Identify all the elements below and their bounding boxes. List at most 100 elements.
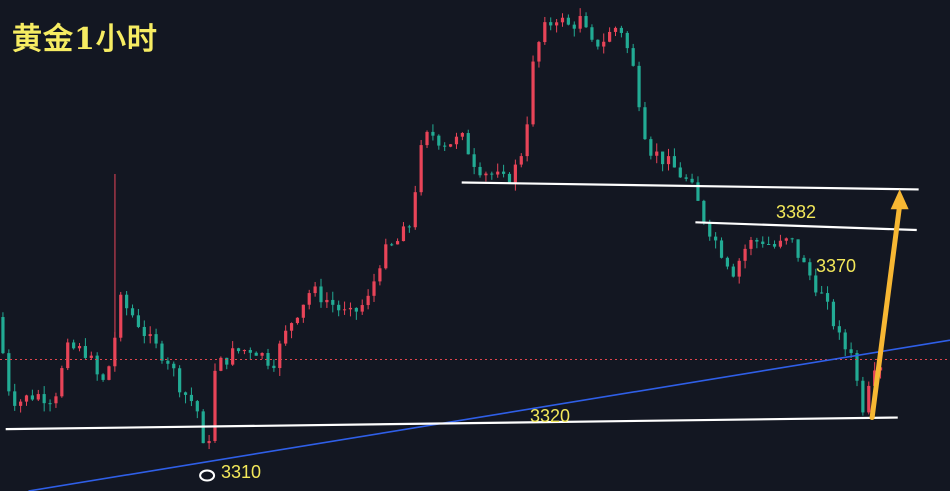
candle-body: [443, 145, 447, 147]
candle-body: [837, 326, 841, 333]
candle-body: [1, 317, 5, 354]
candle-body: [784, 238, 788, 241]
candle-body: [637, 65, 641, 108]
candle-body: [696, 182, 700, 201]
candle-body: [448, 144, 453, 147]
candle-body: [684, 177, 688, 179]
candle-body: [513, 164, 517, 183]
low-marker-circle: [199, 469, 216, 482]
candle-body: [183, 392, 188, 395]
candle-body: [690, 178, 694, 183]
candle-body: [755, 239, 759, 242]
level-line-3382: [461, 181, 919, 191]
candle-body: [849, 349, 853, 354]
candle-body: [219, 357, 223, 371]
candle-body: [384, 244, 388, 269]
candle-body: [613, 27, 618, 32]
candle-body: [560, 17, 565, 23]
candle-body: [7, 353, 11, 392]
candle-body: [66, 342, 70, 369]
candle-body: [166, 360, 170, 364]
candle-body: [413, 192, 417, 228]
candle-body: [702, 200, 706, 222]
candlestick-series: [1, 8, 883, 450]
candle-body: [101, 374, 105, 380]
candle-body: [313, 286, 317, 294]
candle-body: [30, 395, 34, 400]
candle-body: [825, 293, 830, 302]
candle-body: [172, 363, 176, 369]
candle-body: [778, 240, 783, 247]
candle-body: [395, 241, 400, 245]
candle-body: [207, 440, 211, 444]
candle-body: [289, 323, 294, 331]
candle-body: [543, 22, 547, 43]
candle-body: [354, 307, 358, 312]
level-label-3320: 3320: [530, 406, 571, 426]
candle-body: [437, 135, 441, 146]
candle-body: [472, 154, 476, 167]
candle-body: [89, 355, 93, 358]
candle-body: [148, 334, 152, 337]
candle-body: [301, 304, 305, 318]
candle-body: [83, 346, 88, 358]
candle-body: [154, 334, 158, 344]
candle-body: [248, 349, 252, 353]
candle-body: [590, 27, 594, 40]
candle-body: [507, 173, 512, 183]
candle-body: [855, 353, 859, 381]
projection-arrow-head: [890, 189, 909, 210]
candle-body: [478, 166, 482, 176]
candle-body: [460, 133, 464, 137]
candle-body: [549, 22, 553, 26]
candle-body: [714, 236, 718, 241]
candle-body: [360, 305, 364, 312]
candle-body: [178, 368, 182, 393]
candle-body: [342, 309, 347, 311]
candle-body: [431, 131, 435, 136]
candle-body: [655, 151, 659, 156]
candle-body: [254, 352, 258, 356]
candle-body: [295, 317, 300, 324]
candle-body: [242, 349, 247, 352]
candle-body: [213, 370, 217, 441]
candle-body: [566, 17, 570, 25]
candle-body: [77, 346, 82, 349]
projection-arrow-shaft: [869, 202, 903, 421]
candle-body: [54, 396, 58, 404]
candle-body: [643, 107, 647, 140]
candle-body: [843, 332, 847, 350]
candle-body: [125, 294, 129, 309]
candle-body: [160, 343, 164, 361]
candle-body: [725, 257, 730, 267]
candle-body: [236, 348, 241, 352]
level-line-3320: [5, 416, 898, 431]
candle-body: [348, 307, 353, 310]
candle-body: [407, 226, 411, 228]
candle-body: [278, 343, 282, 369]
candle-body: [307, 293, 311, 305]
candle-body: [225, 357, 229, 365]
candle-body: [501, 171, 506, 174]
candle-body: [531, 61, 535, 125]
candle-body: [366, 295, 370, 306]
candle-body: [454, 136, 459, 145]
candle-body: [24, 395, 29, 402]
candle-body: [136, 315, 141, 327]
candle-body: [820, 292, 824, 294]
candle-body: [608, 31, 612, 42]
candle-body: [419, 145, 423, 193]
candle-body: [231, 348, 235, 365]
candle-body: [107, 366, 111, 380]
candle-body: [266, 352, 270, 366]
candle-body: [619, 27, 623, 33]
candle-body: [808, 262, 812, 276]
candle-body: [496, 171, 500, 175]
candle-body: [743, 248, 747, 261]
candle-body: [337, 304, 341, 311]
candle-body: [596, 39, 600, 47]
candle-body: [873, 370, 877, 386]
candle-body: [48, 403, 52, 405]
candle-body: [666, 156, 671, 165]
